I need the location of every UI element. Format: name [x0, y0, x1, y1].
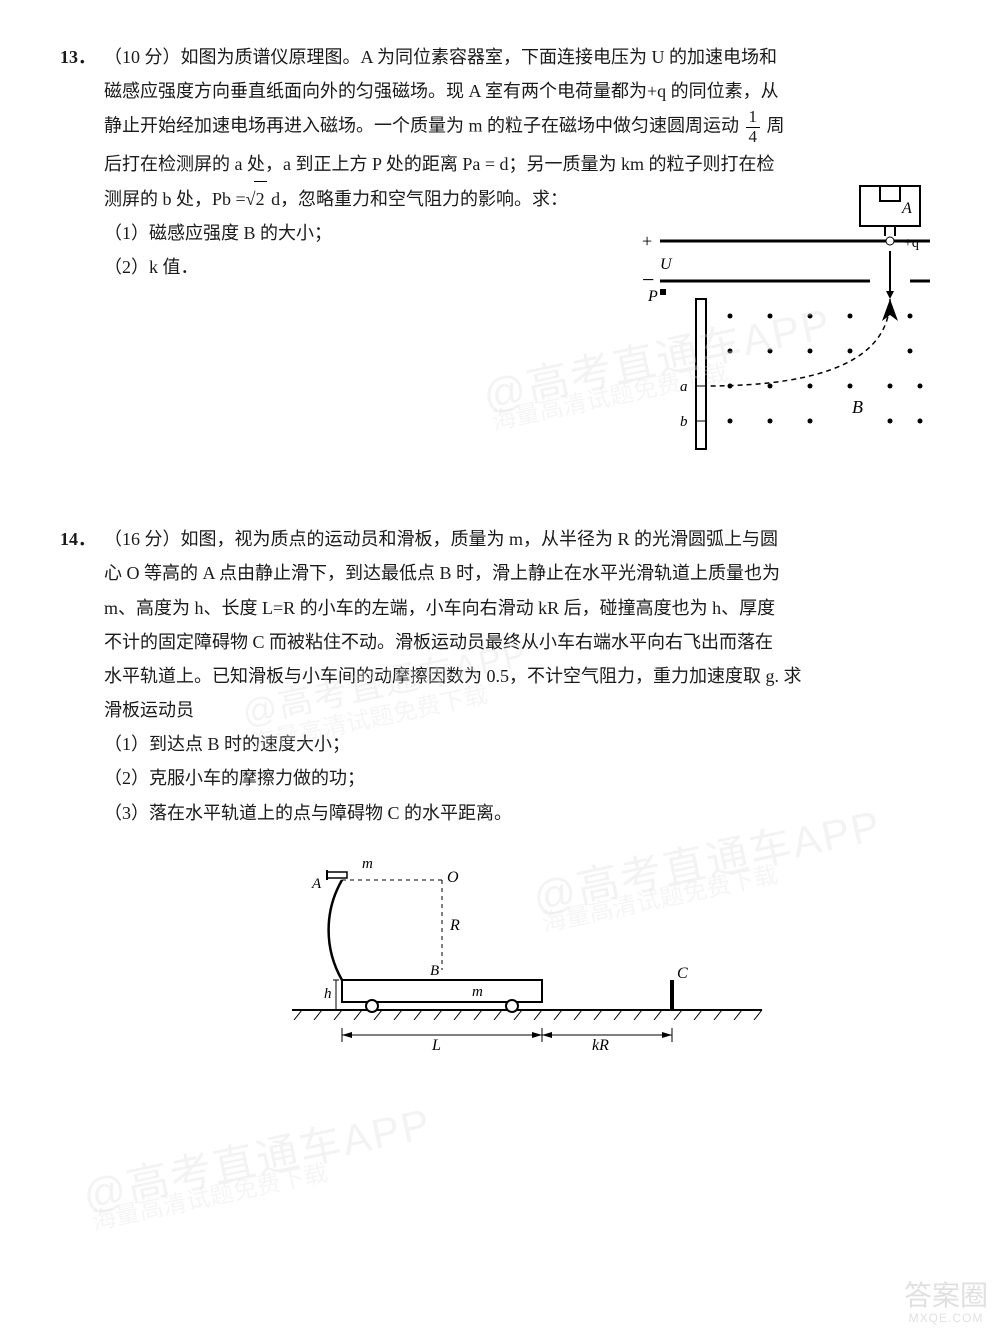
problem-14-body: 14． （16 分）如图，视为质点的运动员和滑板，质量为 m，从半径为 R 的光…: [60, 522, 940, 1061]
skateboard-diagram: O R A m B m: [272, 850, 772, 1050]
label-q: +q: [904, 236, 919, 251]
label-R: R: [449, 917, 460, 934]
footer-logo-bottom: MXQE.COM: [904, 1312, 988, 1325]
problem-14: 14． （16 分）如图，视为质点的运动员和滑板，质量为 m，从半径为 R 的光…: [60, 522, 940, 1061]
label-b: b: [680, 414, 688, 430]
problem-13: 13． （10 分）如图为质谱仪原理图。A 为同位素容器室，下面连接电压为 U …: [60, 40, 940, 472]
label-O: O: [447, 869, 459, 886]
q14-line5: 水平轨道上。已知滑板与小车间的动摩擦因数为 0.5，不计空气阻力，重力加速度取 …: [104, 666, 802, 686]
label-C: C: [677, 965, 688, 982]
q13-line5a: 测屏的 b 处，Pb =: [104, 189, 246, 209]
field-dots: [728, 313, 923, 423]
problem-13-points: （10 分）: [104, 47, 181, 67]
q14-line3: m、高度为 h、长度 L=R 的小车的左端，小车向右滑动 kR 后，碰撞高度也为…: [104, 598, 775, 618]
label-plus: +: [642, 231, 652, 251]
q14-line4: 不计的固定障碍物 C 而被粘住不动。滑板运动员最终从小车右端水平向右飞出而落在: [104, 632, 773, 652]
label-B2: B: [430, 963, 439, 979]
problem-13-text: （10 分）如图为质谱仪原理图。A 为同位素容器室，下面连接电压为 U 的加速电…: [104, 40, 940, 472]
sqrt-2: 2: [254, 181, 267, 216]
q14-line6: 滑板运动员: [104, 700, 194, 720]
label-m2: m: [472, 984, 483, 1000]
q13-line3b: 周: [767, 116, 785, 136]
fraction-1-4: 1 4: [746, 108, 761, 146]
q13-line5b: d，忽略重力和空气阻力的影响。求：: [267, 189, 569, 209]
label-m: m: [362, 856, 373, 872]
problem-13-body: 13． （10 分）如图为质谱仪原理图。A 为同位素容器室，下面连接电压为 U …: [60, 40, 940, 472]
label-U: U: [660, 256, 673, 273]
problem-14-number: 14．: [60, 522, 96, 556]
q13-line1: 如图为质谱仪原理图。A 为同位素容器室，下面连接电压为 U 的加速电场和: [181, 47, 778, 67]
label-L: L: [431, 1037, 441, 1050]
q13-diagram-anchor: A +q + U − P: [580, 181, 940, 472]
label-P: P: [647, 288, 658, 305]
footer-logo: 答案圈 MXQE.COM: [904, 1281, 988, 1325]
problem-14-points: （16 分）: [104, 529, 181, 549]
label-kR: kR: [592, 1037, 609, 1050]
footer-logo-top: 答案圈: [904, 1280, 988, 1311]
label-A2: A: [311, 876, 322, 892]
problem-14-text: （16 分）如图，视为质点的运动员和滑板，质量为 m，从半径为 R 的光滑圆弧上…: [104, 522, 940, 1061]
watermark-sub-3: 海量高清试题免费下载: [88, 1151, 332, 1245]
q14-line1: 如图，视为质点的运动员和滑板，质量为 m，从半径为 R 的光滑圆弧上与圆: [181, 529, 779, 549]
q14-sub1: （1）到达点 B 时的速度大小；: [104, 727, 940, 761]
label-B-field: B: [852, 397, 863, 417]
q13-line3a: 静止开始经加速电场再进入磁场。一个质量为 m 的粒子在磁场中做匀速圆周运动: [104, 116, 739, 136]
label-a: a: [680, 379, 688, 395]
q14-sub2: （2）克服小车的摩擦力做的功；: [104, 761, 940, 795]
q13-line4: 后打在检测屏的 a 处，a 到正上方 P 处的距离 Pa = d；另一质量为 k…: [104, 154, 774, 174]
mass-spectrometer-diagram: A +q + U − P: [580, 181, 940, 461]
watermark-main-3: @高考直通车APP: [76, 1084, 440, 1236]
label-h: h: [324, 986, 332, 1002]
problem-13-number: 13．: [60, 40, 96, 74]
label-A: A: [901, 200, 912, 217]
q14-line2: 心 O 等高的 A 点由静止滑下，到达最低点 B 时，滑上静止在水平光滑轨道上质…: [104, 563, 780, 583]
q13-line2: 磁感应强度方向垂直纸面向外的匀强磁场。现 A 室有两个电荷量都为+q 的同位素，…: [104, 81, 779, 101]
q14-sub3: （3）落在水平轨道上的点与障碍物 C 的水平距离。: [104, 796, 940, 830]
